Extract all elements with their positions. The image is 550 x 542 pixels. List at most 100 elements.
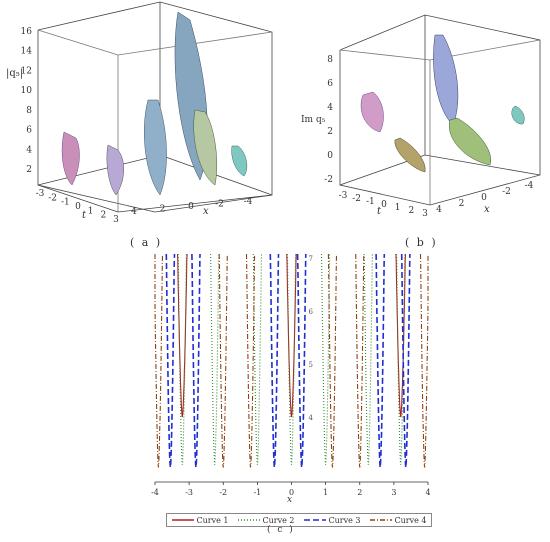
- surface-peak: [144, 99, 167, 196]
- x-tick-label: 2: [357, 488, 362, 497]
- panel-a-caption: ( a ): [130, 236, 163, 249]
- legend-item: Curve 1: [171, 515, 229, 525]
- panel-b-surfaces: [360, 34, 525, 173]
- surface-peak: [61, 131, 80, 186]
- panel-b-z-ticks: -2 0 2 4 6 8: [324, 55, 333, 185]
- z-tick-label: 8: [327, 55, 333, 65]
- panel-a-t-label: t: [82, 210, 87, 221]
- t-tick-label: 3: [113, 215, 119, 225]
- series-line-1: [176, 253, 407, 418]
- t-tick-label: -3: [36, 189, 45, 199]
- panel-b-x-ticks: 4 2 0 -2 -4: [436, 181, 534, 215]
- panel-a-t-ticks: -3 -2 -1 0 1 2 3: [36, 189, 120, 225]
- panel-b-t-label: t: [377, 206, 382, 217]
- legend-swatch: [171, 519, 194, 521]
- panel-a-z-ticks: 2 4 6 8 10 12 14 16: [21, 27, 33, 175]
- panel-c-y-ticks: 4 5 6 7: [309, 255, 314, 422]
- x-tick-label: 1: [323, 488, 328, 497]
- z-tick-label: 14: [21, 47, 33, 57]
- x-tick-label: 3: [391, 488, 396, 497]
- legend-swatch: [237, 519, 260, 521]
- surface-peak: [231, 145, 248, 177]
- panel-c-x-axis: -4 -3 -2 -1 0 1 2 3 4: [151, 481, 431, 497]
- surface-sheet: [448, 117, 492, 166]
- t-tick-label: 2: [408, 206, 414, 216]
- legend-label: Curve 2: [262, 515, 295, 525]
- panel-b-surface: -2 0 2 4 6 8 -3 -2 -1 0 1 2 3 4 2 0 -2 -4 Im q₅ t x ( b…: [285, 0, 550, 250]
- surface-sheet: [433, 34, 459, 126]
- legend-item: Curve 3: [303, 515, 361, 525]
- z-tick-label: 4: [327, 103, 333, 113]
- x-tick-label: 4: [436, 205, 442, 215]
- panel-c-line-chart: -4 -3 -2 -1 0 1 2 3 4 4 5 6 7 x: [130, 250, 431, 538]
- z-tick-label: 6: [327, 79, 333, 89]
- z-tick-label: 0: [327, 151, 333, 161]
- x-tick-label: 0: [188, 202, 194, 212]
- panel-c-caption: ( c ): [267, 525, 295, 535]
- t-tick-label: 1: [88, 206, 94, 216]
- x-tick-label: 0: [481, 193, 487, 203]
- x-tick-label: -3: [185, 488, 193, 497]
- series-line-3: [165, 253, 411, 468]
- z-tick-label: 6: [26, 126, 32, 136]
- t-tick-label: 3: [422, 209, 428, 219]
- t-tick-label: -2: [48, 193, 57, 203]
- x-tick-label: -4: [151, 488, 159, 497]
- panel-a-x-label: x: [203, 206, 209, 217]
- panel-b-z-label: Im q₅: [301, 115, 326, 125]
- surface-sheet: [394, 137, 426, 173]
- z-tick-label: 4: [26, 145, 32, 155]
- t-tick-label: 0: [75, 202, 81, 212]
- x-tick-label: 0: [289, 488, 294, 497]
- x-tick-label: 4: [425, 488, 430, 497]
- panel-b-x-label: x: [484, 204, 490, 215]
- panel-a-surface: 2 4 6 8 10 12 14 16 -3 -2 -1 0 1 2 3 4 2 0 -2 -4 |q₅| t x…: [0, 0, 280, 250]
- legend-item: Curve 2: [237, 515, 295, 525]
- panel-a-surfaces: [61, 11, 248, 196]
- x-tick-label: -1: [253, 488, 261, 497]
- t-tick-label: -2: [352, 194, 361, 204]
- t-tick-label: -1: [61, 198, 70, 208]
- x-tick-label: -4: [525, 181, 534, 191]
- z-tick-label: 2: [26, 165, 32, 175]
- legend: Curve 1 Curve 2 Curve 3 Curve 4: [166, 513, 432, 527]
- legend-label: Curve 1: [196, 515, 229, 525]
- y-tick-label: 4: [309, 414, 314, 422]
- z-tick-label: 2: [327, 127, 333, 137]
- panel-c-x-label: x: [287, 495, 292, 505]
- x-tick-label: -4: [244, 197, 253, 207]
- surface-peak: [193, 109, 218, 186]
- legend-label: Curve 3: [328, 515, 361, 525]
- surface-sheet: [360, 91, 384, 133]
- series-line-2: [177, 253, 406, 465]
- t-tick-label: 1: [395, 203, 401, 213]
- panel-c-curves: [154, 253, 429, 468]
- t-tick-label: -3: [339, 191, 348, 201]
- x-tick-label: 2: [160, 205, 166, 215]
- t-tick-label: 0: [381, 200, 387, 210]
- series-line-4: [154, 253, 429, 468]
- t-tick-label: -1: [366, 197, 375, 207]
- x-tick-label: -2: [215, 200, 224, 210]
- legend-swatch: [369, 519, 392, 521]
- x-tick-label: 4: [131, 207, 137, 217]
- legend-swatch: [303, 519, 326, 521]
- panel-b-caption: ( b ): [405, 236, 438, 249]
- legend-item: Curve 4: [369, 516, 426, 525]
- panel-c-plot: -4 -3 -2 -1 0 1 2 3 4 4 5 6 7 x: [151, 253, 431, 505]
- y-tick-label: 7: [309, 255, 313, 263]
- surface-sheet: [511, 105, 525, 125]
- z-tick-label: 16: [21, 27, 33, 37]
- surface-peak: [106, 144, 124, 196]
- y-tick-label: 6: [309, 308, 314, 316]
- z-tick-label: 12: [21, 66, 32, 76]
- x-tick-label: 2: [459, 199, 465, 209]
- z-tick-label: -2: [324, 175, 333, 185]
- z-tick-label: 10: [21, 86, 33, 96]
- x-tick-label: -2: [219, 488, 227, 497]
- y-tick-label: 5: [309, 361, 313, 369]
- x-tick-label: -2: [502, 187, 511, 197]
- t-tick-label: 2: [100, 211, 106, 221]
